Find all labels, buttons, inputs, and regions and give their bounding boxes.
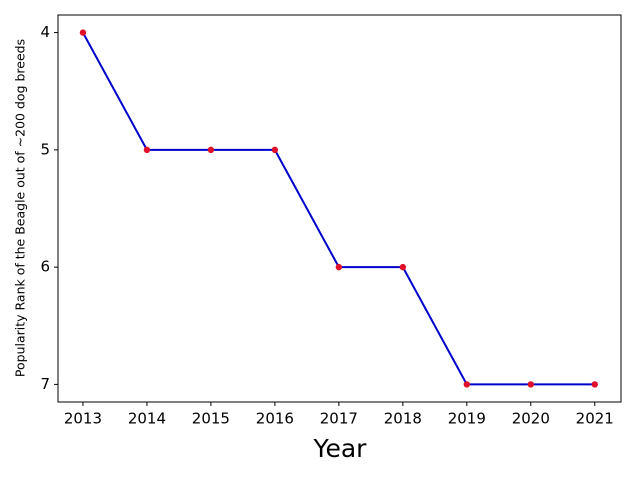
x-tick-label: 2018	[384, 410, 422, 428]
x-axis-label: Year	[313, 434, 368, 463]
x-tick-label: 2015	[192, 410, 230, 428]
x-tick-label: 2013	[64, 410, 102, 428]
x-tick-label: 2020	[512, 410, 550, 428]
x-tick-label: 2017	[320, 410, 358, 428]
marker	[271, 146, 279, 154]
marker	[527, 381, 534, 388]
plot-frame	[57, 14, 622, 403]
marker	[207, 146, 215, 154]
y-tick-label: 5	[40, 140, 50, 158]
marker	[335, 263, 343, 271]
y-tick-label: 4	[40, 23, 50, 41]
x-tick-label: 2016	[256, 410, 294, 428]
x-tick-label: 2014	[128, 410, 166, 428]
x-tick-label: 2021	[576, 410, 614, 428]
marker	[143, 146, 151, 154]
marker	[463, 381, 471, 388]
marker	[399, 263, 407, 271]
marker	[79, 29, 87, 36]
y-tick-label: 6	[40, 258, 50, 276]
y-tick-label: 7	[40, 375, 50, 393]
marker	[591, 381, 598, 388]
line	[82, 32, 595, 386]
y-axis-label: Popularity Rank of the Beagle out of ~20…	[13, 39, 28, 377]
x-tick-label: 2019	[448, 410, 486, 428]
